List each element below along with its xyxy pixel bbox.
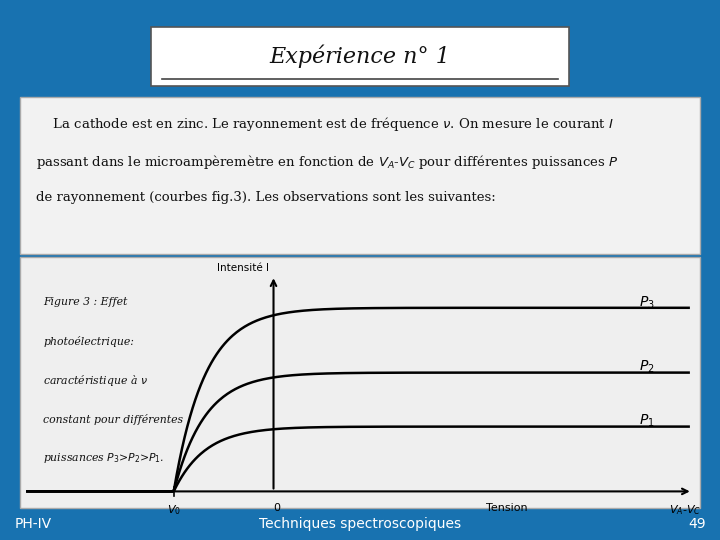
Text: Techniques spectroscopiques: Techniques spectroscopiques [259, 517, 461, 531]
Text: PH-IV: PH-IV [14, 517, 52, 531]
FancyBboxPatch shape [20, 97, 700, 254]
Text: 49: 49 [688, 517, 706, 531]
Text: $V_0$: $V_0$ [167, 503, 181, 517]
Text: Figure 3 : Effet: Figure 3 : Effet [43, 298, 127, 307]
Text: de rayonnement (courbes fig.3). Les observations sont les suivantes:: de rayonnement (courbes fig.3). Les obse… [36, 191, 496, 204]
Text: puissances $P_3$>$P_2$>$P_1$.: puissances $P_3$>$P_2$>$P_1$. [43, 451, 165, 465]
Text: caractéristique à $\nu$: caractéristique à $\nu$ [43, 373, 148, 388]
FancyBboxPatch shape [151, 27, 569, 86]
Text: $P_3$: $P_3$ [639, 294, 654, 310]
Text: 0: 0 [274, 503, 281, 514]
Text: photoélectrique:: photoélectrique: [43, 336, 134, 347]
Text: La cathode est en zinc. Le rayonnement est de fréquence $\nu$. On mesure le cour: La cathode est en zinc. Le rayonnement e… [36, 115, 614, 133]
Text: $V_A$-$V_C$: $V_A$-$V_C$ [670, 503, 701, 517]
Text: Tension: Tension [485, 503, 527, 514]
Text: passant dans le microampèremètre en fonction de $V_A$-$V_C$ pour différentes pui: passant dans le microampèremètre en fonc… [36, 153, 618, 171]
Text: $P_2$: $P_2$ [639, 359, 654, 375]
FancyBboxPatch shape [20, 256, 700, 508]
Text: constant pour différentes: constant pour différentes [43, 414, 184, 424]
Text: $P_1$: $P_1$ [639, 413, 654, 429]
Text: Expérience n° 1: Expérience n° 1 [269, 45, 451, 69]
Text: Intensité I: Intensité I [217, 262, 269, 273]
